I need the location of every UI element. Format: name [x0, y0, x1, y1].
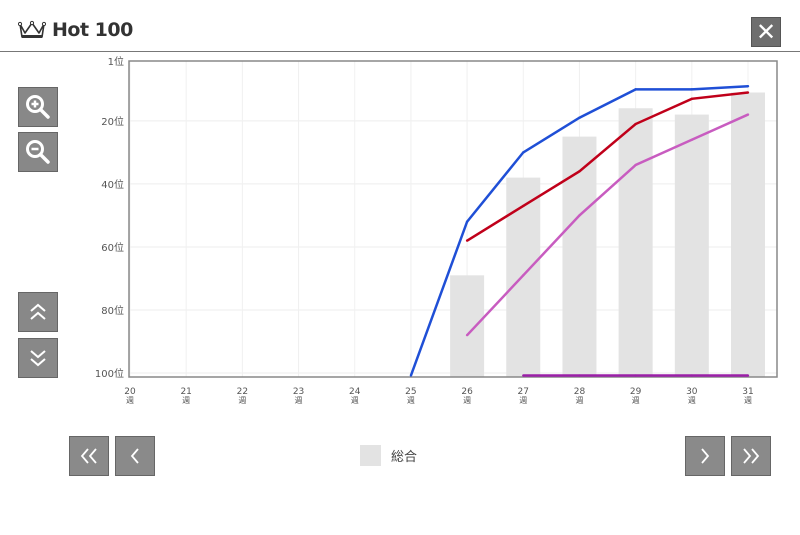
- series-point-4: [522, 374, 525, 377]
- x-tick-label: 24: [349, 387, 361, 397]
- x-tick-unit: 週: [688, 396, 696, 405]
- x-tick-unit: 週: [463, 396, 471, 405]
- series-point-1: [465, 220, 469, 223]
- x-tick-unit: 週: [295, 396, 303, 405]
- bar-sogo: [562, 136, 597, 377]
- y-tick-label: 40位: [101, 178, 124, 191]
- series-point-4: [634, 374, 637, 377]
- bar-sogo: [506, 177, 541, 377]
- prev-page-button[interactable]: [115, 436, 155, 476]
- double-chevron-up-icon: [30, 303, 46, 320]
- series-point-2: [578, 170, 581, 173]
- bar-sogo: [674, 114, 709, 378]
- header: Hot 100 ✕: [0, 0, 800, 52]
- series-point-2: [746, 91, 750, 94]
- series-point-2: [634, 122, 637, 126]
- x-tick-unit: 週: [519, 396, 527, 405]
- legend-swatch: [360, 445, 381, 466]
- x-tick-label: 28: [574, 387, 586, 397]
- double-chevron-right-icon: [743, 448, 760, 464]
- zoom-out-icon: [26, 140, 50, 164]
- x-tick-label: 30: [686, 387, 698, 397]
- first-page-button[interactable]: [69, 436, 109, 476]
- series-point-2: [465, 239, 469, 242]
- bar-sogo: [618, 108, 653, 377]
- plot-frame: [128, 60, 778, 378]
- page-title: Hot 100: [52, 19, 133, 41]
- y-tick-label: 100位: [95, 367, 124, 380]
- series-point-3: [578, 214, 581, 217]
- scroll-down-button[interactable]: [18, 338, 58, 378]
- x-tick-label: 29: [630, 387, 642, 397]
- x-tick-unit: 週: [126, 396, 134, 405]
- series-point-1: [578, 116, 581, 119]
- series-point-4: [746, 374, 750, 377]
- x-tick-unit: 週: [575, 396, 583, 405]
- series-point-1: [690, 88, 694, 91]
- next-page-button[interactable]: [685, 436, 725, 476]
- zoom-out-button[interactable]: [18, 132, 58, 172]
- double-chevron-down-icon: [30, 350, 46, 367]
- x-tick-label: 22: [237, 387, 248, 397]
- series-point-2: [690, 97, 694, 101]
- x-tick-unit: 週: [238, 396, 246, 405]
- x-tick-label: 25: [405, 387, 416, 397]
- x-tick-unit: 週: [744, 396, 752, 405]
- x-tick-unit: 週: [407, 396, 415, 405]
- legend: 総合: [360, 445, 417, 466]
- bar-sogo: [731, 92, 765, 378]
- series-point-3: [690, 138, 694, 141]
- x-tick-label: 31: [742, 387, 753, 397]
- legend-label: 総合: [391, 450, 418, 465]
- x-tick-label: 23: [293, 387, 304, 397]
- crown-icon: [18, 20, 46, 38]
- x-tick-label: 21: [180, 387, 191, 397]
- scroll-up-button[interactable]: [18, 292, 58, 332]
- x-tick-label: 26: [461, 387, 473, 397]
- y-tick-label: 80位: [101, 304, 124, 317]
- series-point-1: [409, 374, 413, 377]
- zoom-in-button[interactable]: [18, 87, 58, 127]
- y-tick-label: 60位: [101, 241, 124, 254]
- x-tick-unit: 週: [351, 396, 359, 405]
- series-point-1: [634, 88, 637, 91]
- series-point-3: [465, 333, 469, 337]
- close-button[interactable]: ✕: [751, 17, 781, 47]
- series-point-1: [522, 151, 525, 154]
- series-point-3: [522, 274, 525, 277]
- series-point-4: [690, 374, 694, 377]
- series-point-2: [522, 204, 525, 208]
- x-tick-label: 20: [124, 387, 136, 397]
- x-tick-label: 27: [518, 387, 529, 397]
- last-page-button[interactable]: [731, 436, 771, 476]
- series-point-4: [578, 374, 581, 377]
- y-tick-label: 1位: [108, 55, 124, 68]
- x-tick-unit: 週: [632, 396, 640, 405]
- series-point-3: [746, 113, 750, 116]
- chevron-right-icon: [701, 448, 710, 464]
- series-line-3: [466, 113, 749, 337]
- chevron-left-icon: [130, 448, 139, 464]
- series-point-1: [746, 85, 750, 88]
- double-chevron-left-icon: [80, 448, 97, 464]
- x-tick-unit: 週: [182, 396, 190, 405]
- y-tick-label: 20位: [101, 115, 124, 128]
- rank-chart: 1位20位40位60位80位100位20週21週22週23週24週25週26週2…: [95, 55, 778, 405]
- series-point-3: [634, 163, 637, 167]
- bar-sogo: [450, 275, 485, 377]
- series-line-2: [466, 91, 749, 242]
- zoom-in-icon: [26, 95, 50, 119]
